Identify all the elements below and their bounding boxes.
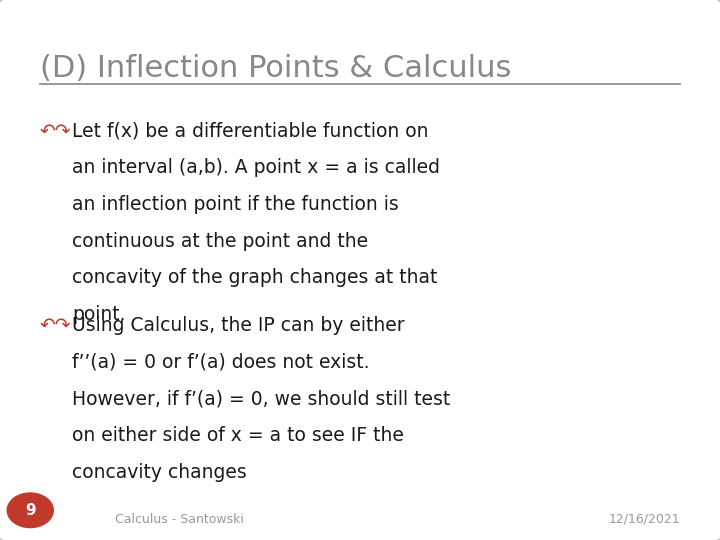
Text: ↶↷: ↶↷ bbox=[40, 122, 71, 140]
Text: (D) Inflection Points & Calculus: (D) Inflection Points & Calculus bbox=[40, 54, 511, 83]
Text: Using Calculus, the IP can by either: Using Calculus, the IP can by either bbox=[72, 316, 405, 335]
Text: an inflection point if the function is: an inflection point if the function is bbox=[72, 195, 399, 214]
Text: concavity changes: concavity changes bbox=[72, 463, 247, 482]
Text: Let f(x) be a differentiable function on: Let f(x) be a differentiable function on bbox=[72, 122, 428, 140]
Text: f’’(a) = 0 or f’(a) does not exist.: f’’(a) = 0 or f’(a) does not exist. bbox=[72, 353, 369, 372]
Text: point.: point. bbox=[72, 305, 125, 324]
Text: However, if f’(a) = 0, we should still test: However, if f’(a) = 0, we should still t… bbox=[72, 389, 450, 408]
Text: ↶↷: ↶↷ bbox=[40, 316, 71, 335]
Circle shape bbox=[7, 493, 53, 528]
Text: 12/16/2021: 12/16/2021 bbox=[609, 513, 680, 526]
Text: on either side of x = a to see IF the: on either side of x = a to see IF the bbox=[72, 426, 404, 445]
Text: concavity of the graph changes at that: concavity of the graph changes at that bbox=[72, 268, 437, 287]
Text: continuous at the point and the: continuous at the point and the bbox=[72, 232, 368, 251]
Text: Calculus - Santowski: Calculus - Santowski bbox=[115, 513, 244, 526]
Text: 9: 9 bbox=[25, 503, 35, 518]
Text: an interval (a,b). A point x = a is called: an interval (a,b). A point x = a is call… bbox=[72, 158, 440, 177]
